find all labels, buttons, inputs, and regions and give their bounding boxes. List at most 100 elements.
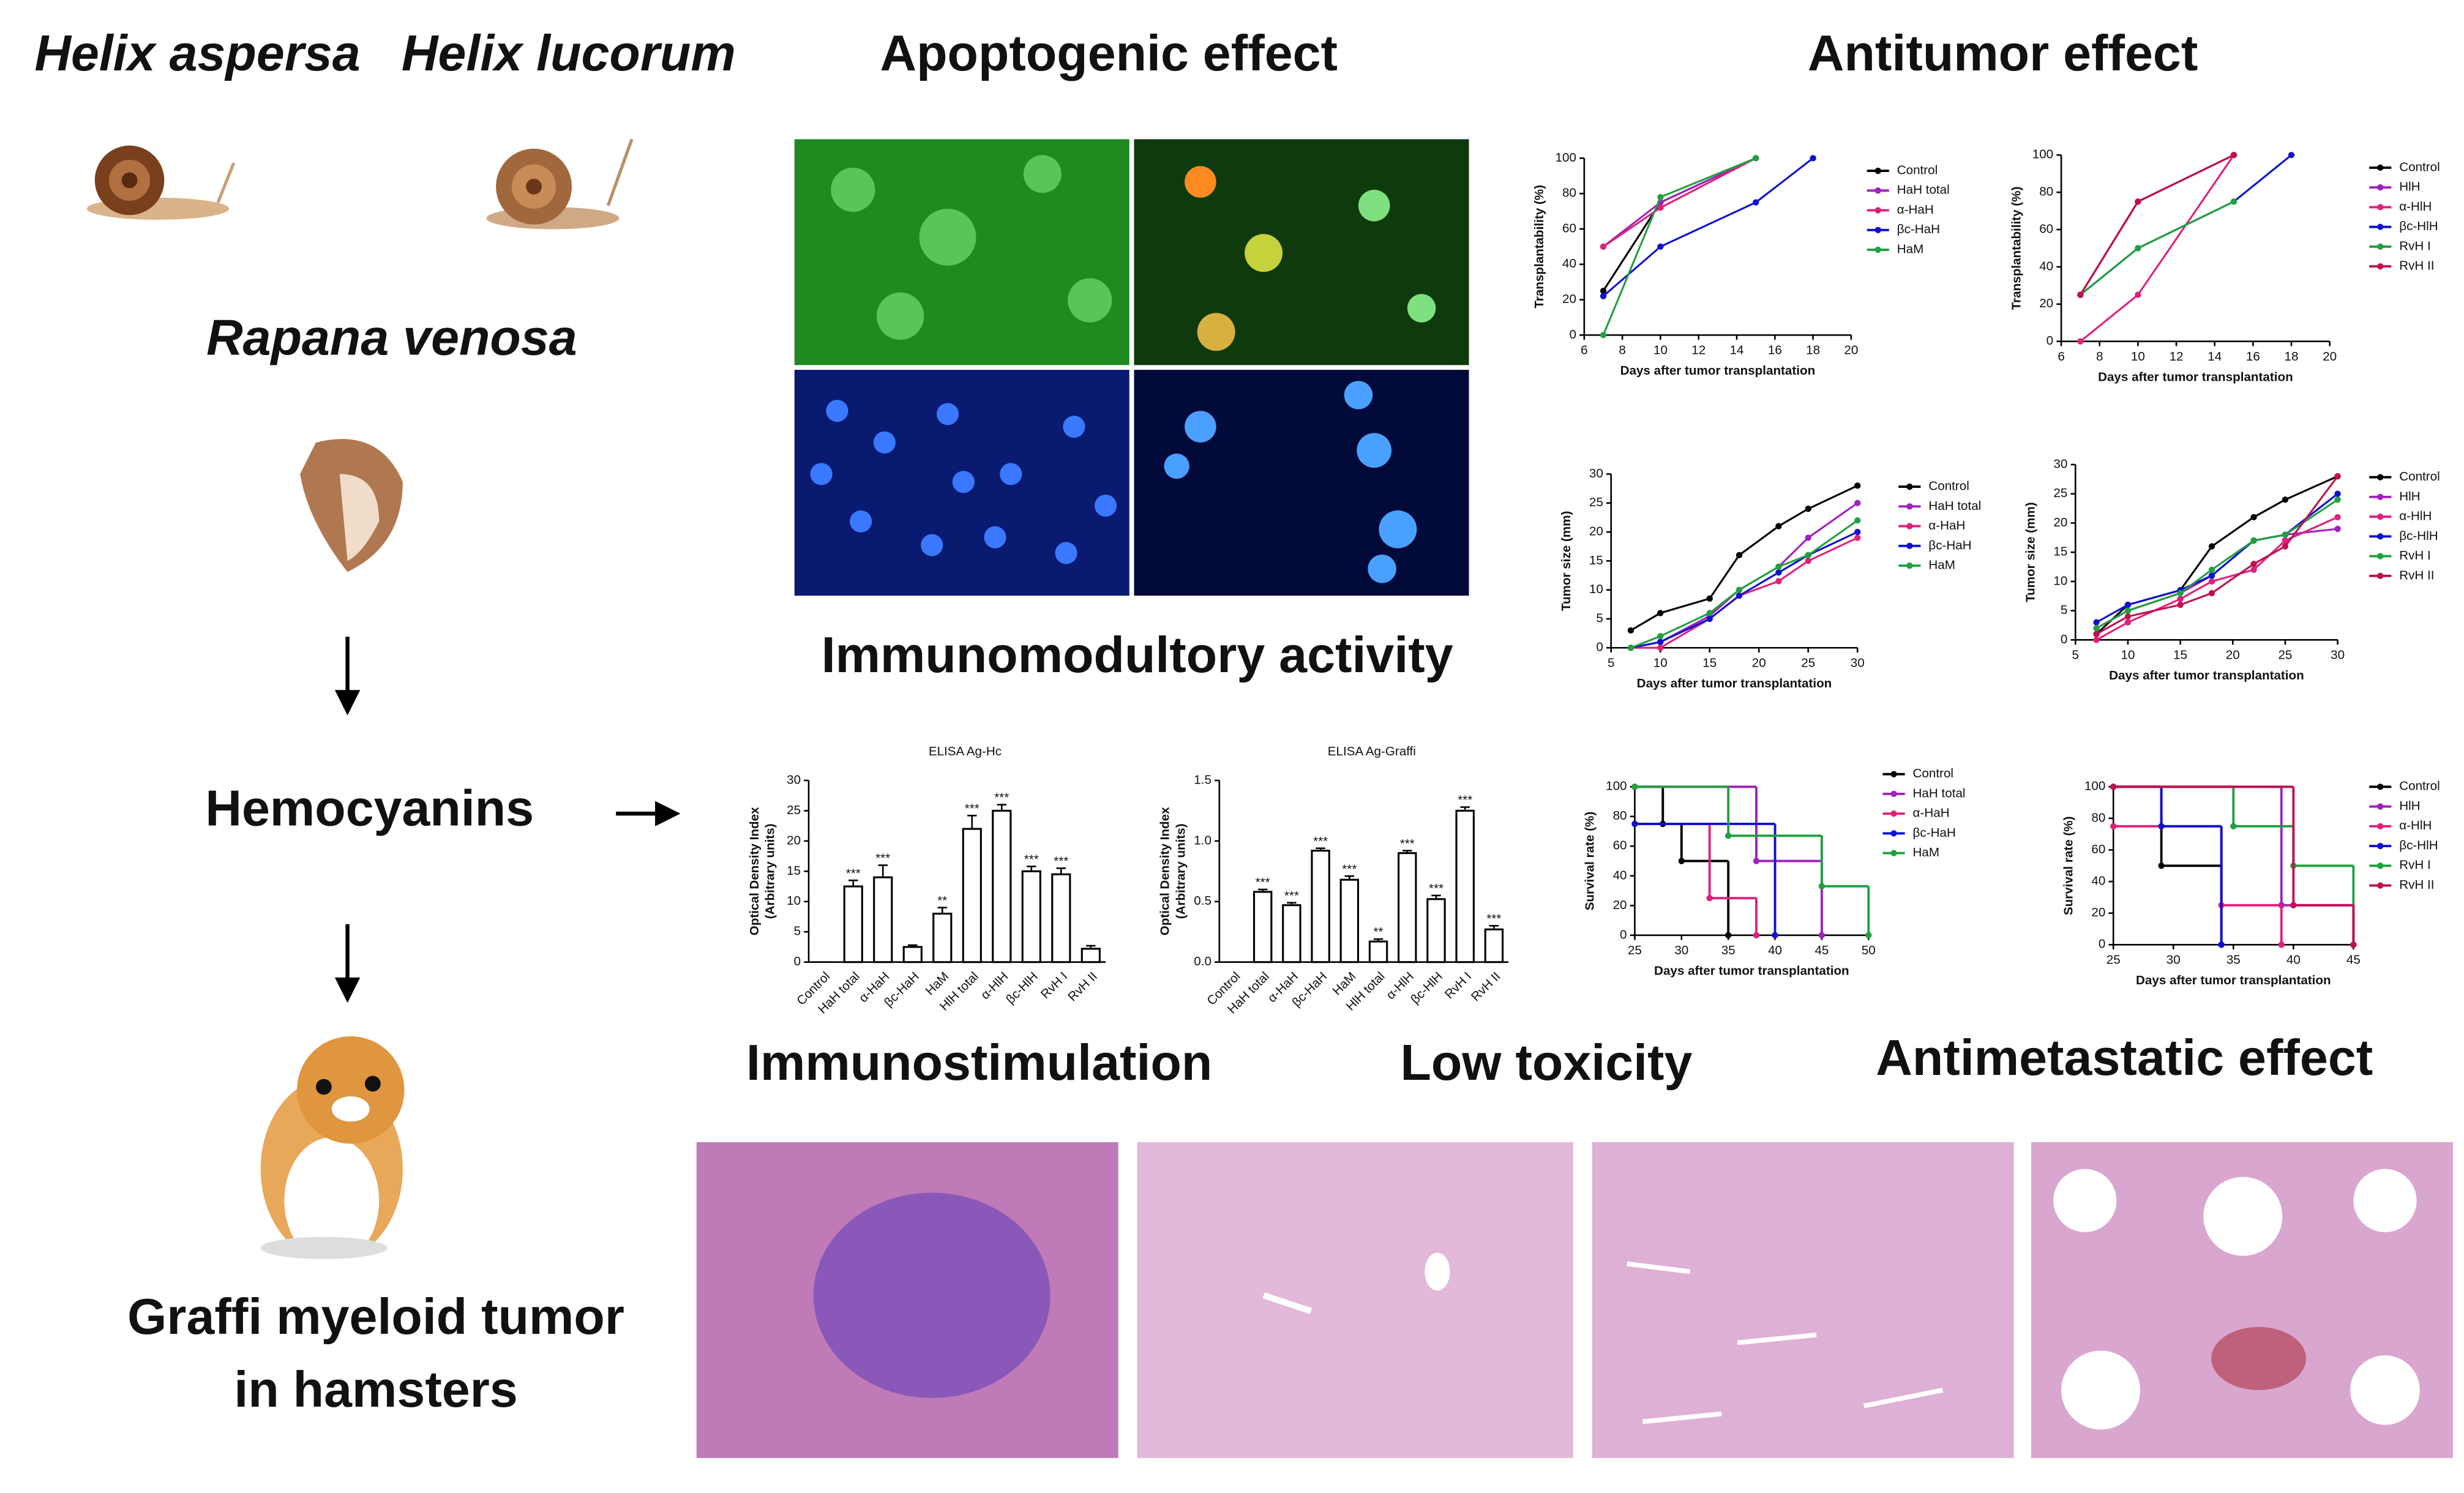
y-tick-label: 20 [2091,905,2105,919]
legend-marker [1874,226,1881,233]
x-tick-label: 45 [1814,943,1829,957]
y-tick-label: 0.0 [1194,954,1211,968]
point [1775,578,1782,585]
heading: Immunostimulation [746,1035,1212,1091]
x-tick-label: 20 [2323,350,2337,364]
chart: 0 20 40 60 80 100 Survival rate (%) 25 30 35 40 45 5… [1583,766,1966,978]
x-tick-label: 5 [2072,648,2079,662]
point [2158,862,2165,869]
legend-label: RvH I [2399,239,2431,253]
point [2177,589,2184,597]
point [1706,895,1713,902]
point [2135,291,2141,298]
legend-marker [2377,784,2384,790]
legend-label: α-HlH [2399,509,2432,523]
y-tick-label: 10 [2053,574,2067,588]
x-tick-label: 35 [1721,943,1736,957]
point [1706,610,1713,616]
y-tick-label: 0 [1596,640,1603,654]
bar [1339,878,1360,964]
point [2093,631,2100,637]
significance-label: *** [994,791,1009,805]
species-name: Rapana venosa [206,310,577,366]
y-tick-label: 20 [2053,515,2067,529]
x-tick-label: 30 [2331,648,2345,662]
legend-label: βc-HlH [2399,839,2438,853]
legend-label: βc-HaH [1913,826,1956,840]
y-tick-label: 20 [2039,296,2053,310]
point [2208,578,2215,585]
bar [1398,852,1417,964]
point [2124,601,2132,608]
point [1678,858,1685,864]
legend-label: α-HlH [2399,200,2432,214]
legend-label: HaM [1913,845,1940,859]
x-tick-label: 35 [2226,953,2241,967]
point [2290,902,2297,908]
legend-marker [1874,207,1881,214]
point [2250,514,2257,521]
y-tick-label: 100 [2084,779,2105,793]
y-tick-label: 20 [1589,524,1603,538]
legend-label: βc-HaH [1928,538,1971,552]
point [1854,528,1861,536]
chart-title: ELISA Ag-Graffi [1328,744,1416,758]
x-tick-label: 8 [2096,350,2103,364]
point [2135,245,2141,252]
y-tick-label: 100 [1556,151,1576,165]
x-axis-label: Days after tumor transplantation [1654,964,1849,978]
y-tick-label: 80 [2039,185,2053,199]
point [2093,637,2100,643]
y-tick-label: 100 [2032,148,2053,162]
point [2093,619,2100,626]
point [1600,293,1607,299]
point [2208,572,2215,579]
point [1772,932,1778,938]
point [1657,645,1664,651]
point [2334,514,2341,521]
y-tick-label: 40 [2039,259,2053,273]
legend-label: Control [1897,163,1938,177]
point [2288,152,2295,159]
point [1657,193,1664,201]
point [2124,619,2132,626]
whelk-shell-icon [300,439,403,572]
point [1631,784,1638,790]
point [2250,566,2257,573]
y-axis-label: Survival rate (%) [2061,816,2075,915]
legend-marker [2377,263,2384,270]
point [1854,482,1861,489]
legend-marker [2377,513,2384,520]
x-tick-label: 15 [1702,656,1717,670]
significance-label: ** [937,894,947,908]
point [1818,932,1826,938]
bar [962,828,982,964]
significance-label: *** [1400,837,1415,851]
bar [1021,870,1041,964]
legend-marker [1874,187,1881,194]
legend-label: Control [2399,779,2440,793]
bar [843,885,863,964]
bar [902,946,923,964]
x-tick-label: 45 [2346,953,2361,967]
hamster-icon [260,1036,405,1264]
significance-label: *** [1284,889,1299,903]
y-tick-label: 20 [787,833,801,847]
significance-label: ** [1374,925,1384,939]
y-tick-label: 0 [794,954,801,968]
point [2334,525,2341,533]
point [1854,500,1861,506]
legend-marker [1906,503,1913,510]
point [1627,645,1635,651]
point [1753,932,1760,938]
legend-marker [1906,523,1913,529]
y-tick-label: 0 [2046,334,2053,348]
bar [1426,898,1446,964]
legend-label: RvH II [2399,568,2434,582]
point [2135,198,2141,205]
legend-marker [1906,542,1913,549]
line [1602,157,1814,297]
y-tick-label: 0 [1620,927,1627,941]
point [1775,569,1782,576]
point [1818,883,1826,889]
